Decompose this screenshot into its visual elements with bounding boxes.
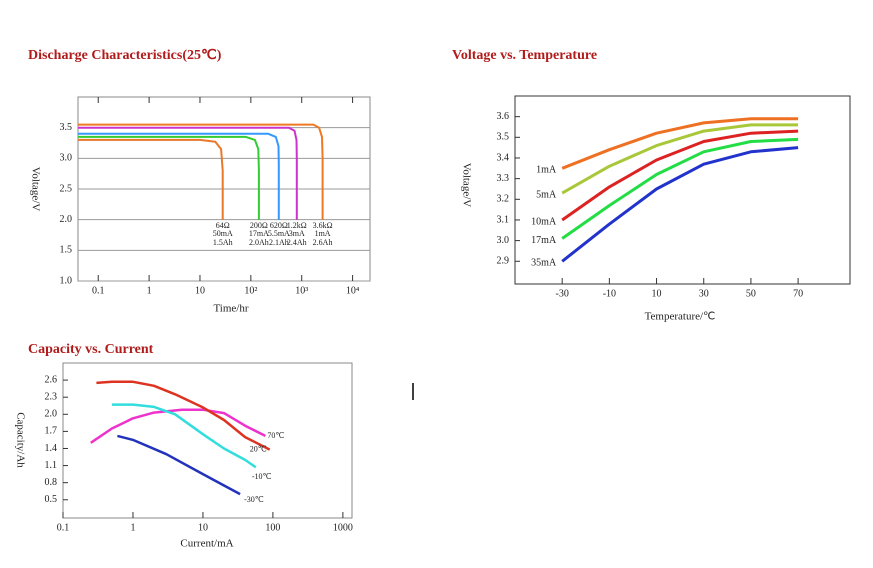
y-tick-label: 2.5: [60, 183, 73, 194]
x-tick-label: -30: [556, 288, 569, 299]
x-tick-label: 10²: [244, 285, 257, 296]
x-tick-label: 10: [198, 522, 208, 533]
y-tick-label: 1.5: [60, 245, 73, 256]
series-line: [561, 117, 799, 170]
x-tick-label: 70: [793, 288, 803, 299]
series-line: [78, 135, 260, 220]
y-tick-label: 1.1: [45, 460, 58, 471]
series-capacity: 1.5Ah: [213, 238, 233, 247]
series-current: 1mA: [315, 229, 331, 238]
series-current: 50mA: [213, 229, 233, 238]
y-tick-label: 3.0: [497, 235, 510, 246]
x-tick-label: 1000: [333, 522, 353, 533]
x-axis-label: Time/hr: [213, 303, 248, 315]
series-current: 3mA: [289, 229, 305, 238]
y-tick-label: 1.7: [45, 426, 58, 437]
chart-title: Discharge Characteristics(25℃): [28, 48, 222, 63]
x-tick-label: 1: [147, 285, 152, 296]
series-current: 17mA: [249, 229, 269, 238]
series-label: 1mA: [536, 165, 557, 176]
series-label: 64Ω: [216, 221, 230, 230]
y-tick-label: 1.0: [60, 275, 73, 286]
series-line: [561, 129, 799, 222]
chart-title: Capacity vs. Current: [28, 342, 154, 357]
y-tick-label: 1.4: [45, 443, 58, 454]
series-line: [78, 132, 280, 220]
series-line: [561, 146, 799, 263]
x-tick-label: 10⁴: [346, 285, 360, 296]
x-tick-label: 10: [195, 285, 205, 296]
y-tick-label: 3.5: [60, 122, 73, 133]
y-axis-label: Capacity/Ah: [14, 412, 26, 468]
series-label: 70℃: [267, 431, 284, 440]
series-line: [561, 137, 799, 240]
series-line: [117, 434, 241, 496]
plot-area: [62, 362, 353, 519]
x-tick-label: 30: [699, 288, 709, 299]
series-capacity: 2.1Ah: [269, 238, 289, 247]
y-tick-label: 3.1: [497, 214, 510, 225]
y-tick-label: 3.0: [60, 153, 73, 164]
y-tick-label: 3.6: [497, 111, 510, 122]
y-axis-label: Voltage/V: [29, 167, 41, 211]
x-axis-label: Current/mA: [180, 538, 233, 550]
y-tick-label: 3.4: [497, 152, 510, 163]
y-tick-label: 3.3: [497, 173, 510, 184]
series-current: 5.5mA: [268, 229, 290, 238]
x-tick-label: 0.1: [57, 522, 70, 533]
series-label: 200Ω: [250, 221, 268, 230]
y-tick-label: 2.0: [45, 409, 58, 420]
x-tick-label: 10³: [295, 285, 308, 296]
y-tick-label: 3.2: [497, 194, 510, 205]
y-tick-label: 2.9: [497, 256, 510, 267]
series-label: 620Ω: [270, 221, 288, 230]
y-tick-label: 0.8: [45, 477, 58, 488]
x-tick-label: 1: [130, 522, 135, 533]
series-line: [111, 403, 257, 469]
x-tick-label: 50: [746, 288, 756, 299]
series-capacity: 2.0Ah: [249, 238, 269, 247]
series-line: [78, 123, 324, 220]
x-tick-label: 10: [652, 288, 662, 299]
series-capacity: 2.4Ah: [287, 238, 307, 247]
y-tick-label: 2.0: [60, 214, 73, 225]
series-line: [78, 138, 224, 220]
x-tick-label: 100: [265, 522, 280, 533]
series-label: 5mA: [536, 189, 557, 200]
y-axis-label: Voltage/V: [460, 163, 472, 207]
x-tick-label: 0.1: [92, 285, 105, 296]
chart-title: Voltage vs. Temperature: [452, 48, 597, 63]
x-tick-label: -10: [603, 288, 616, 299]
series-line: [561, 123, 799, 195]
y-tick-label: 0.5: [45, 494, 58, 505]
series-label: 1.2kΩ: [287, 221, 307, 230]
y-tick-label: 2.6: [45, 374, 58, 385]
series-line: [90, 408, 266, 444]
y-tick-label: 3.5: [497, 132, 510, 143]
x-axis-label: Temperature/℃: [645, 311, 716, 323]
series-label: -10℃: [252, 472, 272, 481]
series-label: 3.6kΩ: [313, 221, 333, 230]
series-label: 17mA: [531, 235, 557, 246]
series-capacity: 2.6Ah: [313, 238, 333, 247]
series-line: [78, 126, 298, 220]
series-label: 10mA: [531, 216, 557, 227]
series-label: 35mA: [531, 258, 557, 269]
series-line: [96, 380, 271, 451]
series-label: 20℃: [250, 444, 267, 453]
series-label: -30℃: [244, 495, 264, 504]
y-tick-label: 2.3: [45, 391, 58, 402]
